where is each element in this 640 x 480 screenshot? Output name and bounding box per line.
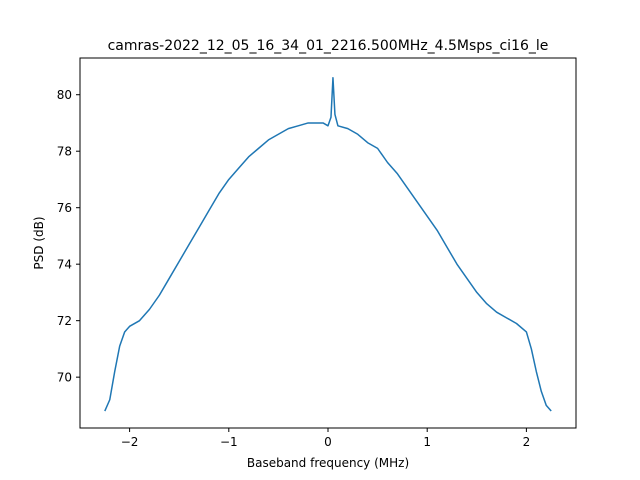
psd-series-line [104, 77, 552, 412]
y-tick-label: 74 [57, 258, 72, 272]
y-tick-label: 80 [57, 88, 72, 102]
y-axis-label: PSD (dB) [32, 216, 46, 269]
y-tick-label: 70 [57, 371, 72, 385]
chart-title: camras-2022_12_05_16_34_01_2216.500MHz_4… [108, 38, 549, 54]
x-tick-label: 1 [423, 435, 431, 449]
y-tick-label: 76 [57, 201, 72, 215]
axis-layer: −2 −1 0 1 2 70 72 74 76 78 80 [57, 88, 531, 449]
y-tick-label: 78 [57, 145, 72, 159]
x-tick-label: 2 [523, 435, 531, 449]
x-tick-label: 0 [324, 435, 332, 449]
y-tick-label: 72 [57, 314, 72, 328]
x-tick-label: −2 [121, 435, 139, 449]
x-axis-label: Baseband frequency (MHz) [247, 456, 409, 470]
x-tick-label: −1 [220, 435, 238, 449]
plot-frame [79, 57, 577, 429]
series-layer [104, 77, 552, 412]
